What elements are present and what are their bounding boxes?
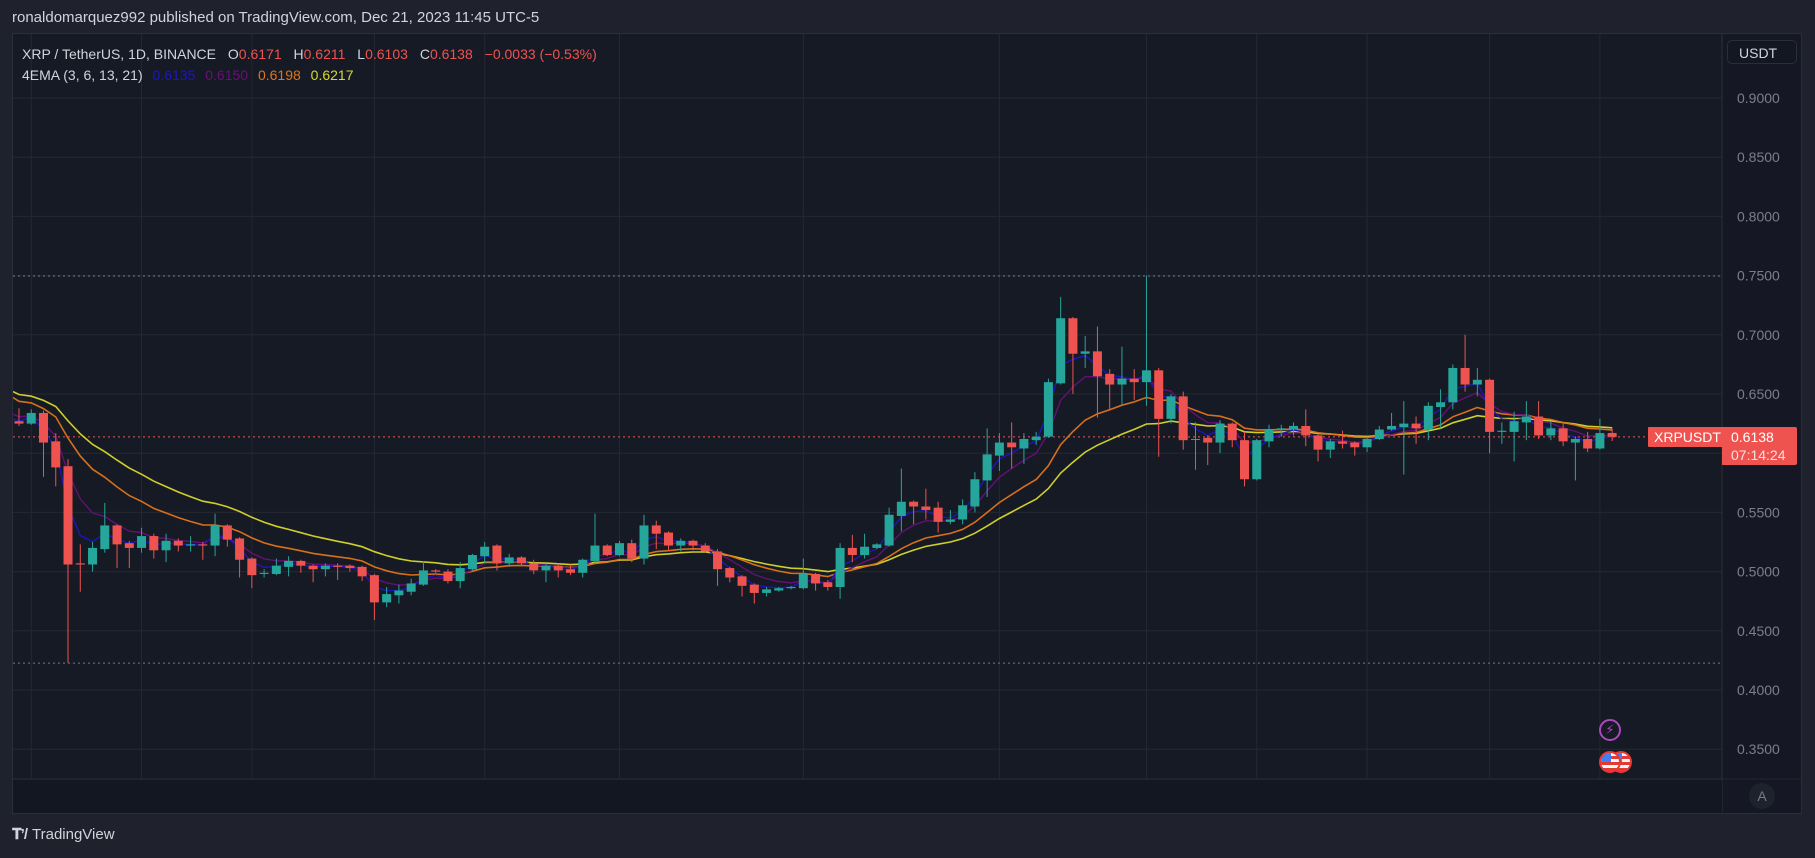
ohlc-row[interactable]: XRP / TetherUS, 1D, BINANCE O0.6171 H0.6…: [22, 44, 597, 65]
ema3-value: 0.6135: [152, 67, 196, 83]
ema6-value: 0.6150: [205, 67, 249, 83]
svg-text:0.4500: 0.4500: [1737, 623, 1780, 639]
indicator-row[interactable]: 4EMA (3, 6, 13, 21) 0.6135 0.6150 0.6198…: [22, 65, 597, 86]
svg-text:0.5500: 0.5500: [1737, 504, 1780, 520]
indicator-name[interactable]: 4EMA (3, 6, 13, 21): [22, 67, 143, 83]
svg-text:0.8500: 0.8500: [1737, 149, 1780, 165]
tradingview-logo-icon: 𝐓’/: [12, 826, 28, 843]
ema13-value: 0.6198: [257, 67, 301, 83]
footer-branding[interactable]: 𝐓’/ TradingView: [12, 826, 115, 843]
last-price: 0.6138: [1731, 429, 1774, 445]
open-label: O: [227, 46, 239, 62]
svg-text:0.6500: 0.6500: [1737, 386, 1780, 402]
low-value: 0.6103: [365, 46, 408, 62]
high-label: H: [293, 46, 304, 62]
currency-button[interactable]: USDT: [1727, 40, 1797, 64]
last-price-label: 0.6138 07:14:24: [1722, 427, 1797, 465]
svg-text:0.7000: 0.7000: [1737, 327, 1780, 343]
symbol-title[interactable]: XRP / TetherUS, 1D, BINANCE: [22, 46, 216, 62]
svg-text:0.8000: 0.8000: [1737, 208, 1780, 224]
close-value: 0.6138: [429, 46, 473, 62]
candlestick-chart[interactable]: 0.90000.85000.80000.75000.70000.65000.60…: [13, 34, 1801, 813]
open-value: 0.6171: [238, 46, 282, 62]
svg-text:0.3500: 0.3500: [1737, 741, 1780, 757]
svg-text:0.4000: 0.4000: [1737, 682, 1780, 698]
chart-legend: XRP / TetherUS, 1D, BINANCE O0.6171 H0.6…: [22, 44, 597, 86]
high-value: 0.6211: [303, 46, 346, 62]
bar-countdown: 07:14:24: [1731, 447, 1786, 463]
change-value: −0.0033 (−0.53%): [484, 46, 597, 62]
us-flag-event-icon[interactable]: [1599, 751, 1621, 773]
svg-text:0.5000: 0.5000: [1737, 564, 1780, 580]
publisher-line: ronaldomarquez992 published on TradingVi…: [12, 9, 540, 26]
close-label: C: [419, 46, 430, 62]
svg-text:0.9000: 0.9000: [1737, 90, 1780, 106]
low-label: L: [357, 46, 366, 62]
svg-text:0.7500: 0.7500: [1737, 268, 1780, 284]
auto-scale-button[interactable]: A: [1749, 783, 1775, 809]
ema21-value: 0.6217: [310, 67, 354, 83]
symbol-price-label: XRPUSDT: [1648, 427, 1727, 447]
brand-name: TradingView: [32, 826, 115, 843]
lightning-event-icon[interactable]: ⚡︎: [1599, 719, 1621, 741]
